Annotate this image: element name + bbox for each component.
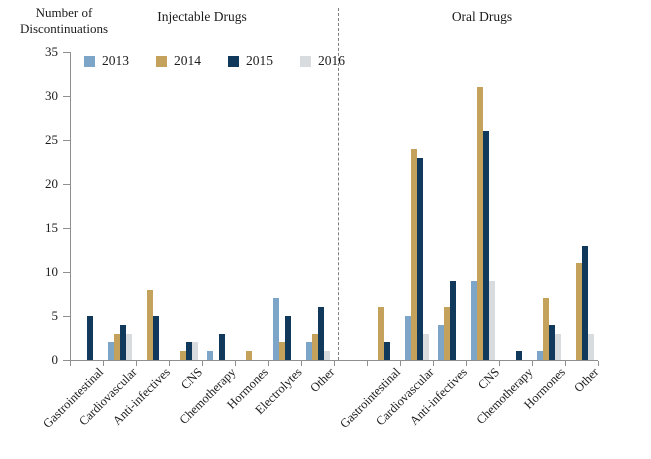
x-category-label: Other: [571, 365, 602, 396]
y-tick-label: 30: [45, 88, 58, 103]
x-tick: [169, 361, 170, 366]
bar-2016-cns: [489, 281, 495, 360]
y-tick-label: 10: [45, 264, 58, 279]
bar-2014-cns: [477, 87, 483, 360]
y-tick: [63, 184, 70, 185]
y-tick: [63, 228, 70, 229]
y-tick: [63, 360, 70, 361]
x-tick: [433, 361, 434, 366]
y-tick-label: 20: [45, 176, 58, 191]
bar-2015-cardiovascular: [417, 158, 423, 360]
y-tick: [63, 316, 70, 317]
bar-2015-cardiovascular: [120, 325, 126, 360]
x-tick: [499, 361, 500, 366]
y-tick: [63, 272, 70, 273]
x-tick: [202, 361, 203, 366]
x-tick: [466, 361, 467, 366]
section-divider: [338, 8, 339, 360]
bar-2013-cns: [471, 281, 477, 360]
bar-2015-gastrointestinal: [384, 342, 390, 360]
x-tick: [268, 361, 269, 366]
y-axis-title: Number of Discontinuations: [4, 5, 124, 37]
x-category-label: Other: [307, 365, 338, 396]
bar-2013-hormones: [537, 351, 543, 360]
y-tick: [63, 52, 70, 53]
bar-2014-hormones: [246, 351, 252, 360]
y-tick-label: 5: [51, 308, 59, 323]
y-axis-title-line1: Number of: [35, 5, 93, 20]
y-tick-label: 15: [45, 220, 58, 235]
bar-2013-other: [306, 342, 312, 360]
y-tick: [63, 140, 70, 141]
x-tick: [565, 361, 566, 366]
x-category-label: CNS: [475, 365, 503, 393]
bar-2014-anti-infectives: [444, 307, 450, 360]
x-tick: [103, 361, 104, 366]
bar-2014-other: [312, 334, 318, 360]
bar-2013-cardiovascular: [108, 342, 114, 360]
x-tick: [334, 361, 335, 366]
legend-label-2013: 2013: [102, 53, 129, 68]
bar-2013-electrolytes: [273, 298, 279, 360]
bar-2015-hormones: [549, 325, 555, 360]
legend-label-2014: 2014: [174, 53, 201, 68]
bar-2015-anti-infectives: [450, 281, 456, 360]
x-tick: [235, 361, 236, 366]
legend-label-2015: 2015: [246, 53, 273, 68]
panel-title-injectable: Injectable Drugs: [157, 9, 247, 24]
x-tick: [598, 361, 599, 366]
panel-title-oral: Oral Drugs: [451, 9, 513, 24]
x-tick: [532, 361, 533, 366]
x-tick: [400, 361, 401, 366]
bar-2015-cns: [186, 342, 192, 360]
bar-2016-cardiovascular: [423, 334, 429, 360]
y-tick-label: 25: [45, 132, 58, 147]
bar-2014-hormones: [543, 298, 549, 360]
y-axis-title-line2: Discontinuations: [19, 21, 109, 36]
legend-swatch-2014: [156, 55, 167, 67]
x-tick: [301, 361, 302, 366]
bar-2014-cns: [180, 351, 186, 360]
bar-2015-other: [582, 246, 588, 360]
y-tick-label: 35: [45, 44, 58, 59]
y-tick: [63, 96, 70, 97]
legend-swatch-2013: [84, 55, 95, 67]
bar-2014-electrolytes: [279, 342, 285, 360]
x-tick: [70, 361, 71, 366]
bar-2016-other: [324, 351, 330, 360]
y-axis-line: [70, 52, 71, 361]
y-tick-label: 0: [51, 352, 59, 367]
bar-2016-hormones: [555, 334, 561, 360]
bar-2015-electrolytes: [285, 316, 291, 360]
legend-swatch-2016: [300, 55, 311, 67]
bar-2013-anti-infectives: [438, 325, 444, 360]
bar-2015-other: [318, 307, 324, 360]
bar-2015-anti-infectives: [153, 316, 159, 360]
x-tick: [367, 361, 368, 366]
x-category-label: CNS: [178, 365, 206, 393]
bar-2016-cardiovascular: [126, 334, 132, 360]
bar-2014-cardiovascular: [411, 149, 417, 360]
legend-item-2014: 2014: [156, 53, 201, 69]
bar-2013-cardiovascular: [405, 316, 411, 360]
x-axis-line: [70, 360, 598, 361]
bar-2015-chemotherapy: [516, 351, 522, 360]
bar-2014-cardiovascular: [114, 334, 120, 360]
bar-2015-cns: [483, 131, 489, 360]
bar-2015-gastrointestinal: [87, 316, 93, 360]
bar-2014-other: [576, 263, 582, 360]
bar-2013-chemotherapy: [207, 351, 213, 360]
bar-2014-gastrointestinal: [378, 307, 384, 360]
x-tick: [136, 361, 137, 366]
bar-2015-chemotherapy: [219, 334, 225, 360]
legend-item-2013: 2013: [84, 53, 129, 69]
legend-swatch-2015: [228, 55, 239, 67]
bar-2016-cns: [192, 342, 198, 360]
bar-2016-other: [588, 334, 594, 360]
legend-item-2015: 2015: [228, 53, 273, 69]
bar-2014-anti-infectives: [147, 290, 153, 360]
